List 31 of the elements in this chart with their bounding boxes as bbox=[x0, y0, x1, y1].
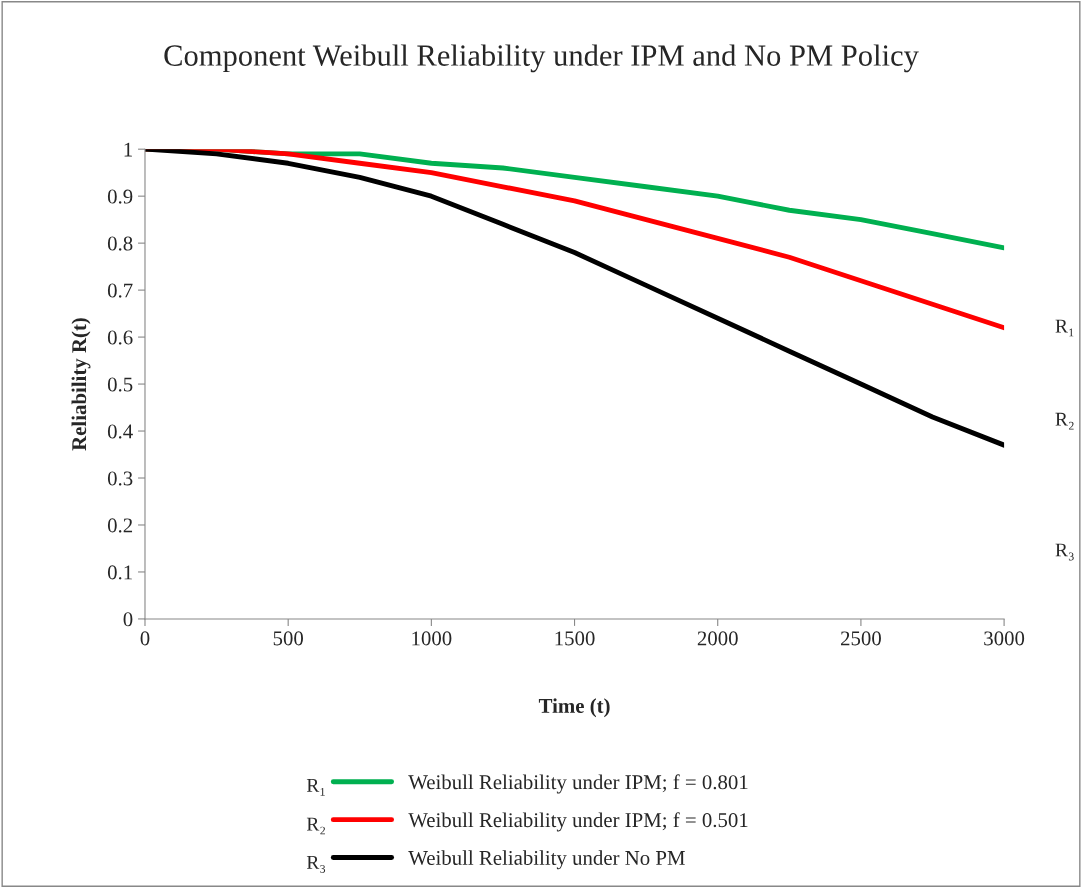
text: R₁ bbox=[306, 779, 325, 796]
y-tick-label: 0.8 bbox=[107, 236, 133, 251]
y-tick-label: 0.5 bbox=[107, 377, 133, 392]
x-tick-label: 0 bbox=[140, 631, 150, 646]
x-tick-label: 2500 bbox=[840, 631, 881, 646]
y-tick-label: 0.9 bbox=[107, 189, 133, 204]
line-series bbox=[144, 149, 1005, 448]
x-tick-label: 1000 bbox=[412, 631, 452, 646]
x-tick-label: 1500 bbox=[555, 631, 595, 646]
x-tick-label: 3000 bbox=[984, 631, 1025, 646]
text: R₂ bbox=[306, 817, 326, 835]
text: R₂ bbox=[1055, 412, 1074, 430]
x-tick-label: 500 bbox=[273, 631, 303, 646]
y-tick-label: 0.7 bbox=[107, 283, 133, 298]
text: R₁ bbox=[1055, 319, 1074, 337]
legend-label: Weibull Reliability under IPM; f = 0.801 bbox=[408, 774, 748, 794]
y-axis-title: Reliability R(t) bbox=[71, 318, 91, 451]
y-tick-label: 0.3 bbox=[107, 471, 133, 486]
y-tick-label: 0.2 bbox=[107, 518, 133, 533]
legend-label: Weibull Reliability under No PM bbox=[408, 850, 685, 870]
text: R₃ bbox=[1055, 543, 1074, 561]
chart-title: Component Weibull Reliability under IPM and No PM Policy bbox=[164, 44, 919, 73]
y-tick-label: 0 bbox=[123, 612, 133, 627]
x-axis-title: Time (t) bbox=[538, 698, 610, 718]
text: R₃ bbox=[306, 856, 326, 873]
y-tick-label: 0.4 bbox=[107, 424, 133, 439]
legend-label: Weibull Reliability under IPM; f = 0.501 bbox=[408, 812, 748, 832]
y-tick-label: 0.1 bbox=[107, 565, 132, 580]
x-tick-label: 2000 bbox=[697, 631, 738, 646]
y-tick-label: 1 bbox=[124, 142, 132, 157]
y-tick-label: 0.6 bbox=[107, 330, 133, 345]
